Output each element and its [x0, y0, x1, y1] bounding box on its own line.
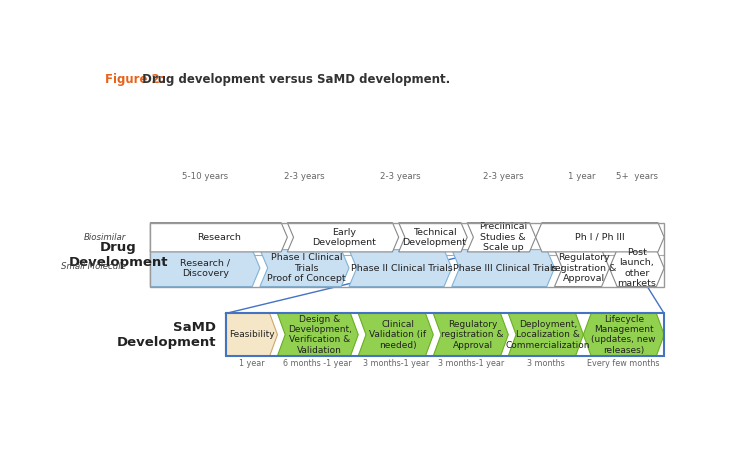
Text: 5+  years: 5+ years [616, 172, 658, 181]
Text: Ph I / Ph III: Ph I / Ph III [575, 233, 625, 242]
Bar [226, 314, 664, 356]
Text: 6 months -1 year: 6 months -1 year [284, 359, 352, 368]
Text: Drug development versus SaMD development.: Drug development versus SaMD development… [138, 73, 450, 86]
Text: 3 months-1 year: 3 months-1 year [363, 359, 429, 368]
Text: Design &
Development,
Verification &
Validation: Design & Development, Verification & Val… [288, 315, 352, 355]
Text: 2-3 years: 2-3 years [284, 172, 325, 181]
Polygon shape [554, 250, 609, 287]
Text: 1 year: 1 year [568, 172, 596, 181]
Text: Phase III Clinical Trials: Phase III Clinical Trials [453, 264, 557, 273]
Text: Research /
Discovery: Research / Discovery [180, 258, 230, 278]
Text: Biosimilar: Biosimilar [83, 233, 125, 242]
Polygon shape [609, 250, 664, 287]
Text: Regulatory
registration &
Approval: Regulatory registration & Approval [551, 253, 616, 283]
Text: 2-3 years: 2-3 years [483, 172, 524, 181]
Text: Lifecycle
Management
(updates, new
releases): Lifecycle Management (updates, new relea… [592, 315, 656, 355]
Text: Deployment,
Localization &
Commercialization: Deployment, Localization & Commercializa… [506, 320, 590, 350]
Polygon shape [349, 250, 452, 287]
Polygon shape [278, 314, 358, 356]
Polygon shape [452, 250, 554, 287]
Polygon shape [150, 250, 260, 287]
Text: 5-10 years: 5-10 years [182, 172, 228, 181]
Polygon shape [150, 223, 287, 252]
Text: Phase I Clinical
Trials
Proof of Concept: Phase I Clinical Trials Proof of Concept [267, 253, 346, 283]
Text: 3 months-1 year: 3 months-1 year [438, 359, 504, 368]
Text: Feasibility: Feasibility [229, 330, 274, 339]
Text: 3 months: 3 months [527, 359, 565, 368]
Polygon shape [260, 250, 349, 287]
Text: Drug
Development: Drug Development [69, 241, 168, 269]
Polygon shape [536, 223, 664, 252]
Text: Post
launch,
other
markets: Post launch, other markets [617, 248, 656, 288]
Polygon shape [226, 314, 278, 356]
Polygon shape [467, 223, 536, 252]
Text: Early
Development: Early Development [313, 228, 376, 247]
Text: Clinical
Validation (if
needed): Clinical Validation (if needed) [369, 320, 426, 350]
Text: 2-3 years: 2-3 years [380, 172, 421, 181]
Text: Research: Research [197, 233, 241, 242]
Polygon shape [358, 314, 434, 356]
Bar [150, 223, 664, 287]
Polygon shape [509, 314, 584, 356]
Text: SaMD
Development: SaMD Development [117, 321, 216, 349]
Text: Small Molecule: Small Molecule [61, 262, 125, 271]
Text: 1 year: 1 year [238, 359, 264, 368]
Text: Preclinical
Studies &
Scale up: Preclinical Studies & Scale up [479, 222, 527, 252]
Text: Technical
Development: Technical Development [403, 228, 466, 247]
Text: Phase II Clinical Trials: Phase II Clinical Trials [352, 264, 453, 273]
Text: Every few months: Every few months [587, 359, 660, 368]
Polygon shape [433, 314, 508, 356]
Polygon shape [584, 314, 664, 356]
Polygon shape [399, 223, 467, 252]
Polygon shape [287, 223, 399, 252]
Text: Regulatory
registration &
Approval: Regulatory registration & Approval [442, 320, 504, 350]
Text: Figure 2:: Figure 2: [104, 73, 164, 86]
